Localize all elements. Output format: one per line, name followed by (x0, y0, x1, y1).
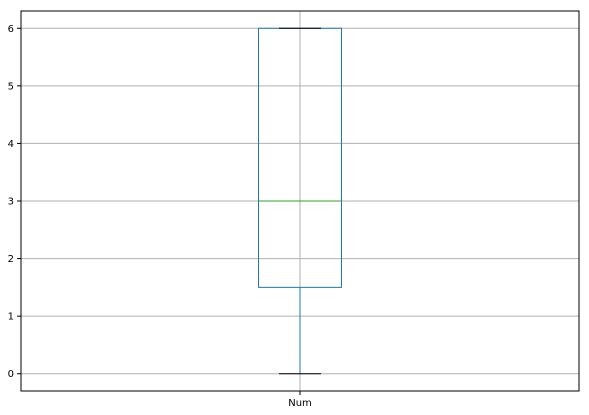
y-tick-label: 2 (8, 254, 14, 265)
y-tick-label: 6 (8, 24, 14, 35)
y-tick-label: 3 (8, 197, 14, 208)
x-tick-label: Num (288, 398, 312, 409)
y-tick-label: 1 (8, 312, 14, 323)
y-tick-label: 5 (8, 81, 14, 92)
y-tick-label: 4 (8, 139, 14, 150)
axes: 0 1 2 3 4 5 6 Num (8, 24, 312, 409)
y-tick-label: 0 (8, 369, 14, 380)
box-series (258, 27, 342, 375)
grid-lines (21, 11, 579, 391)
